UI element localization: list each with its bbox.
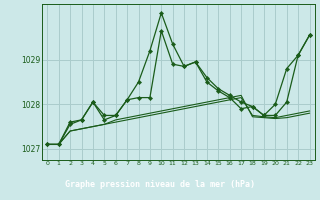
Text: Graphe pression niveau de la mer (hPa): Graphe pression niveau de la mer (hPa) bbox=[65, 180, 255, 189]
